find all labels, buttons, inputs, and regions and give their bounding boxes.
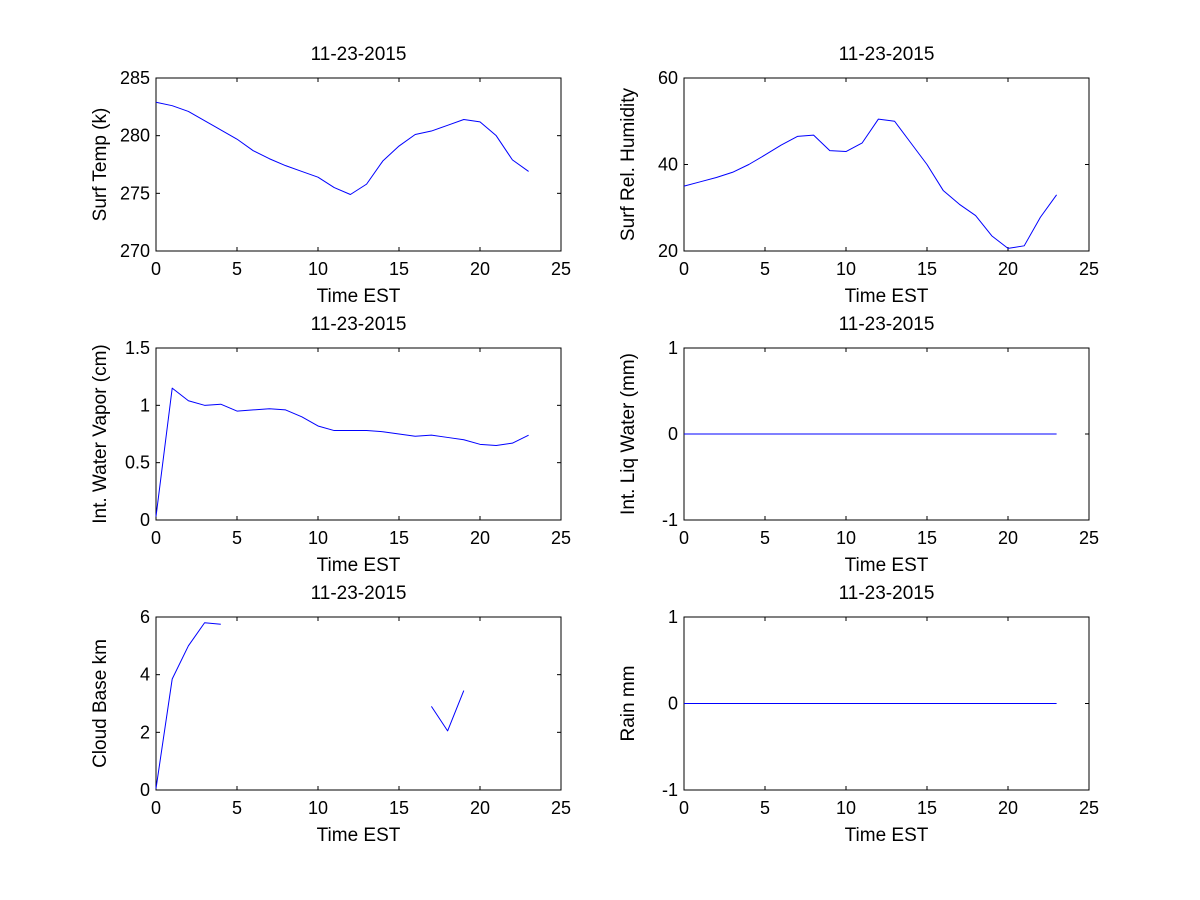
series-line-1 [155,387,529,517]
x-tick-label: 25 [1079,528,1099,548]
x-tick-label: 10 [308,798,328,818]
x-tick-label: 20 [998,528,1018,548]
subplot-title: 11-23-2015 [311,314,407,335]
x-axis-label: Time EST [317,825,401,846]
x-tick-label: 25 [551,798,571,818]
x-tick-label: 0 [679,528,689,548]
x-tick-label: 10 [836,259,856,279]
x-tick-label: 15 [917,798,937,818]
series-line-1 [155,101,529,195]
y-axis-label: Surf Temp (k) [90,108,111,222]
x-tick-label: 15 [389,528,409,548]
y-tick-label: 40 [658,155,678,175]
x-tick-label: 0 [679,798,689,818]
y-tick-label: 0 [668,694,678,714]
series-line-1 [155,622,221,789]
y-tick-label: 0.5 [125,453,150,473]
subplot-title: 11-23-2015 [311,583,407,604]
y-tick-label: 0 [140,510,150,530]
y-tick-label: 1.5 [125,338,150,358]
y-tick-label: 270 [120,241,150,261]
y-tick-label: 0 [668,424,678,444]
y-tick-label: 20 [658,241,678,261]
x-tick-label: 5 [760,528,770,548]
x-tick-label: 5 [232,528,242,548]
subplot-title: 11-23-2015 [839,314,935,335]
x-tick-label: 15 [917,528,937,548]
y-tick-label: 1 [668,607,678,627]
y-tick-label: 275 [120,183,150,203]
x-tick-label: 5 [760,798,770,818]
y-tick-label: 4 [140,665,150,685]
x-tick-label: 20 [470,798,490,818]
y-tick-label: 6 [140,607,150,627]
x-tick-label: 25 [551,259,571,279]
axes-frame [155,347,562,521]
y-tick-label: 280 [120,126,150,146]
y-tick-label: -1 [662,510,678,530]
y-tick-label: 2 [140,722,150,742]
x-axis-label: Time EST [317,555,401,576]
y-tick-label: 0 [140,780,150,800]
subplot-title: 11-23-2015 [311,44,407,65]
x-tick-label: 0 [151,528,161,548]
x-tick-label: 20 [470,528,490,548]
x-tick-label: 10 [836,528,856,548]
x-tick-label: 15 [389,259,409,279]
series-line-2 [430,690,465,732]
y-axis-label: Cloud Base km [90,639,111,768]
x-tick-label: 20 [470,259,490,279]
x-tick-label: 10 [308,528,328,548]
y-tick-label: -1 [662,780,678,800]
x-axis-label: Time EST [845,555,929,576]
y-axis-label: Int. Liq Water (mm) [618,353,639,515]
x-tick-label: 15 [389,798,409,818]
axes-frame [155,616,562,791]
series-line-1 [683,118,1058,249]
x-axis-label: Time EST [317,286,401,307]
x-tick-label: 20 [998,798,1018,818]
x-tick-label: 0 [151,259,161,279]
x-tick-label: 5 [760,259,770,279]
y-tick-label: 1 [668,338,678,358]
axes-frame [155,77,562,252]
subplot-title: 11-23-2015 [839,583,935,604]
y-axis-label: Surf Rel. Humidity [618,87,639,241]
x-tick-label: 10 [308,259,328,279]
x-tick-label: 5 [232,259,242,279]
x-tick-label: 25 [1079,259,1099,279]
x-tick-label: 0 [151,798,161,818]
x-tick-label: 25 [551,528,571,548]
y-tick-label: 285 [120,68,150,88]
x-tick-label: 0 [679,259,689,279]
x-tick-label: 15 [917,259,937,279]
subplot-title: 11-23-2015 [839,44,935,65]
x-tick-label: 20 [998,259,1018,279]
x-tick-label: 10 [836,798,856,818]
subplot-2: 0 5 10 15 20 25 20 40 60 11-23-2015 Time EST Surf R… [618,44,1099,307]
axes-frame [683,77,1090,252]
y-tick-label: 60 [658,68,678,88]
y-tick-label: 1 [140,395,150,415]
x-axis-label: Time EST [845,825,929,846]
subplot-5: 0 5 10 15 20 25 0 2 4 6 11-23-2015 Time EST Cloud Ba… [90,583,571,846]
y-axis-label: Int. Water Vapor (cm) [90,344,111,523]
y-axis-label: Rain mm [618,665,639,741]
x-axis-label: Time EST [845,286,929,307]
subplot-3: 0 5 10 15 20 25 0 0.5 1 1.5 11-23-2015 Time EST Int.… [90,314,571,576]
x-tick-label: 25 [1079,798,1099,818]
subplot-1: 0 5 10 15 20 25 270 275 280 285 11-23-2015 Time EST… [90,44,571,307]
x-tick-label: 5 [232,798,242,818]
